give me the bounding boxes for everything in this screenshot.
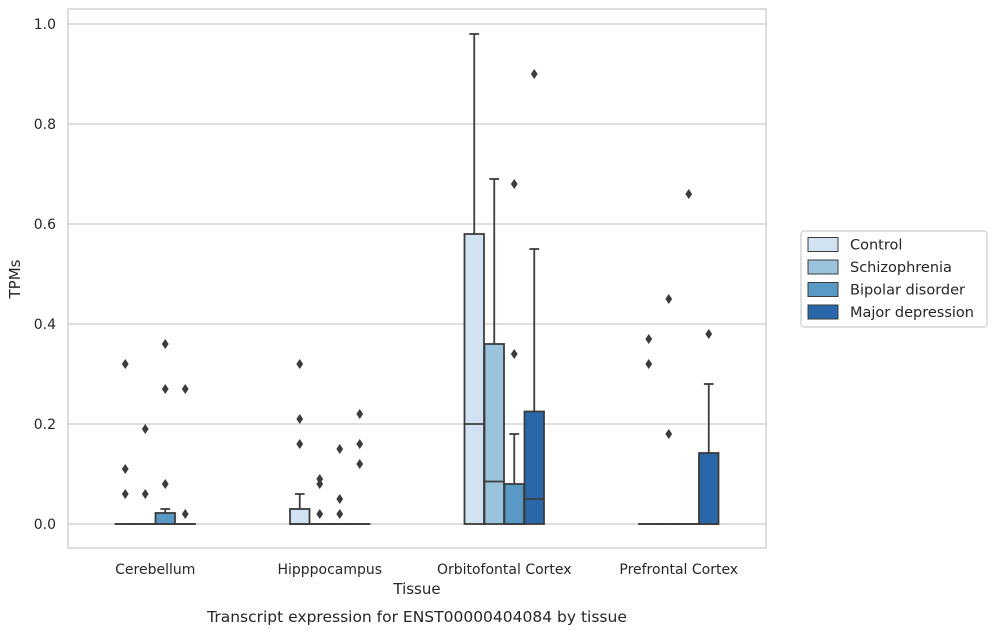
y-tick-label: 0.2 — [34, 417, 56, 433]
box-1-3 — [658, 294, 680, 525]
outlier-point — [356, 439, 364, 449]
outlier-point — [141, 424, 149, 434]
x-tick-label: Hipppocampus — [277, 562, 382, 578]
legend-label: Major depression — [850, 305, 974, 321]
legend-swatch — [807, 282, 839, 297]
outlier-point — [161, 384, 169, 394]
legend-label: Bipolar disorder — [850, 283, 965, 299]
x-tick-labels: Cerebellum Hipppocampus Orbitofontal Corte… — [115, 562, 738, 578]
box-1-1 — [309, 474, 331, 525]
outlier-point — [336, 444, 344, 454]
outlier-point — [510, 349, 518, 359]
box-3-2 — [523, 69, 545, 525]
chart-caption: Transcript expression for ENST0000040408… — [206, 608, 627, 626]
outlier-point — [665, 429, 673, 439]
y-axis-label: TPMs — [6, 259, 24, 299]
x-axis-label: Tissue — [392, 580, 440, 598]
box-1-0 — [134, 424, 156, 525]
boxes — [114, 33, 720, 525]
box-2-1 — [329, 444, 351, 525]
box-1-2 — [483, 178, 505, 525]
box-body — [289, 508, 311, 525]
outlier-point — [336, 494, 344, 504]
outlier-point — [685, 189, 693, 199]
y-tick-label: 0.6 — [34, 217, 56, 233]
y-tick-labels: 0.0 0.2 0.4 0.6 0.8 1.0 — [34, 17, 56, 533]
outlier-point — [336, 509, 344, 519]
legend-swatch — [807, 304, 839, 320]
outlier-point — [665, 294, 673, 304]
plot-frame — [67, 8, 767, 549]
outlier-point — [316, 509, 324, 519]
outlier-point — [121, 359, 129, 369]
outlier-point — [356, 409, 364, 419]
outlier-point — [121, 489, 129, 499]
outlier-point — [121, 464, 129, 474]
box-3-3 — [698, 329, 720, 525]
outlier-point — [296, 359, 304, 369]
outlier-point — [161, 339, 169, 349]
y-tick-label: 0.8 — [34, 117, 56, 133]
x-tick-label: Cerebellum — [115, 562, 195, 578]
box-0-3 — [638, 334, 660, 525]
legend-label: Control — [850, 238, 902, 254]
box-body — [698, 452, 720, 525]
box-2-0 — [154, 339, 176, 525]
y-tick-label: 0.0 — [34, 517, 56, 533]
outlier-point — [296, 439, 304, 449]
box-body — [503, 483, 525, 525]
legend: Control Schizophrenia Bipolar disorder Majo… — [800, 230, 988, 328]
box-3-0 — [174, 384, 196, 525]
outlier-point — [316, 479, 324, 489]
box-0-2 — [463, 33, 485, 525]
box-body — [154, 512, 176, 525]
y-tick-label: 1.0 — [34, 17, 56, 33]
box-2-3 — [678, 189, 700, 525]
x-tick-label: Prefrontal Cortex — [619, 562, 738, 578]
box-2-2 — [503, 179, 525, 525]
x-tick-label: Orbitofontal Cortex — [437, 562, 572, 578]
legend-swatch — [807, 259, 839, 275]
outlier-point — [141, 489, 149, 499]
outlier-point — [296, 414, 304, 424]
gridlines — [68, 23, 766, 525]
box-0-0 — [114, 359, 136, 525]
y-tick-label: 0.4 — [34, 317, 56, 333]
outlier-point — [181, 509, 189, 519]
outlier-point — [645, 334, 653, 344]
outlier-point — [705, 329, 713, 339]
outlier-point — [510, 179, 518, 189]
outlier-point — [161, 479, 169, 489]
box-body — [523, 410, 545, 525]
outlier-point — [530, 69, 538, 79]
legend-label: Schizophrenia — [850, 260, 952, 276]
outlier-point — [645, 359, 653, 369]
legend-swatch — [807, 237, 839, 252]
outlier-point — [181, 384, 189, 394]
box-0-1 — [289, 359, 311, 525]
legend-frame — [800, 230, 988, 328]
box-body — [463, 233, 485, 525]
outlier-point — [356, 459, 364, 469]
box-body — [483, 343, 505, 525]
box-3-1 — [349, 409, 371, 525]
